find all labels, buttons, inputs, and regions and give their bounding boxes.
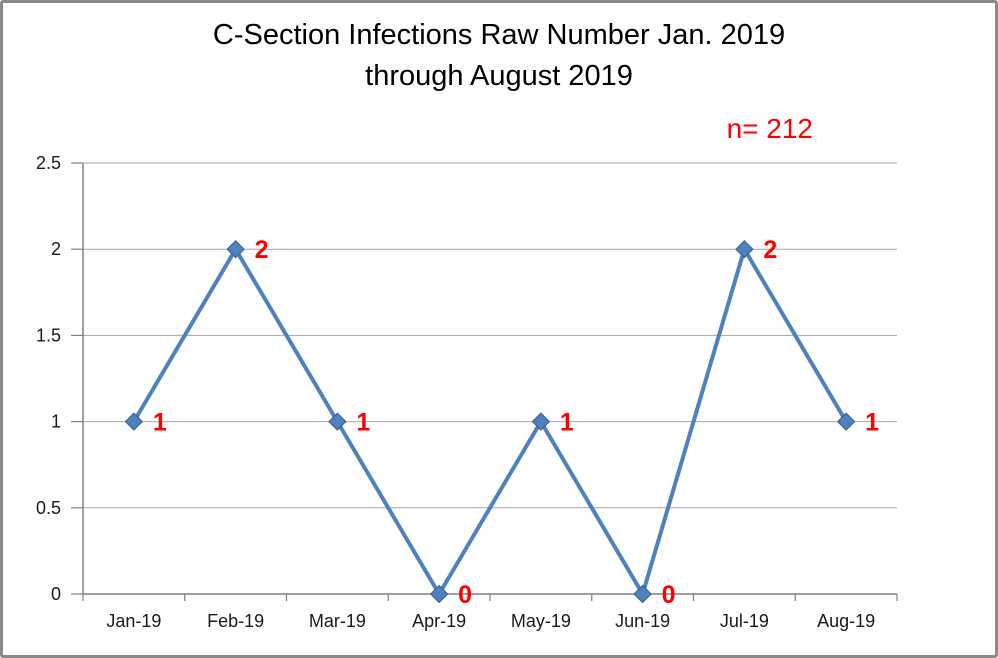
x-axis-label: Feb-19	[207, 611, 264, 631]
data-point-marker	[531, 412, 551, 431]
data-point-marker	[836, 412, 856, 431]
data-point-label: 0	[458, 581, 472, 609]
data-point-marker	[429, 584, 449, 604]
data-point-label: 2	[255, 236, 269, 264]
x-axis-label: Apr-19	[412, 611, 466, 631]
x-axis-label: May-19	[511, 611, 571, 631]
line-chart-plot-area: 0 0.5 1 1.5 2 2.5 Jan-19 Feb-19 Mar-19 Apr-19 May-…	[36, 153, 898, 631]
data-point-label: 2	[763, 236, 777, 264]
data-point-label: 1	[865, 409, 879, 437]
chart-title-line1: C-Section Infections Raw Number Jan. 201…	[212, 19, 786, 51]
data-point-marker	[124, 412, 144, 431]
data-point-marker	[328, 412, 347, 431]
data-point-marker	[633, 584, 652, 604]
chart-title-line2: through August 2019	[365, 60, 633, 92]
data-point-marker	[226, 239, 245, 259]
y-axis-tick-label: 2.5	[36, 153, 61, 173]
chart-title: C-Section Infections Raw Number Jan. 201…	[3, 15, 995, 97]
x-axis-label: Jan-19	[106, 611, 161, 631]
y-axis-tick-label: 0	[51, 584, 61, 604]
data-point-label: 1	[560, 409, 574, 437]
data-point-label: 0	[662, 581, 676, 609]
x-axis-label: Jul-19	[720, 611, 769, 631]
y-axis-tick-label: 0.5	[36, 498, 61, 518]
data-series-line	[131, 247, 849, 596]
sample-size-annotation: n= 212	[726, 113, 813, 144]
data-point-label: 1	[356, 409, 370, 437]
data-point-label: 1	[153, 409, 167, 437]
data-point-marker	[735, 239, 754, 259]
x-axis-label: Mar-19	[309, 611, 366, 631]
y-axis-tick-label: 2	[51, 239, 61, 259]
x-axis-label: Aug-19	[817, 611, 875, 631]
y-axis-tick-label: 1	[51, 412, 61, 432]
y-axis-tick-label: 1.5	[36, 325, 61, 345]
x-axis-label: Jun-19	[615, 611, 670, 631]
